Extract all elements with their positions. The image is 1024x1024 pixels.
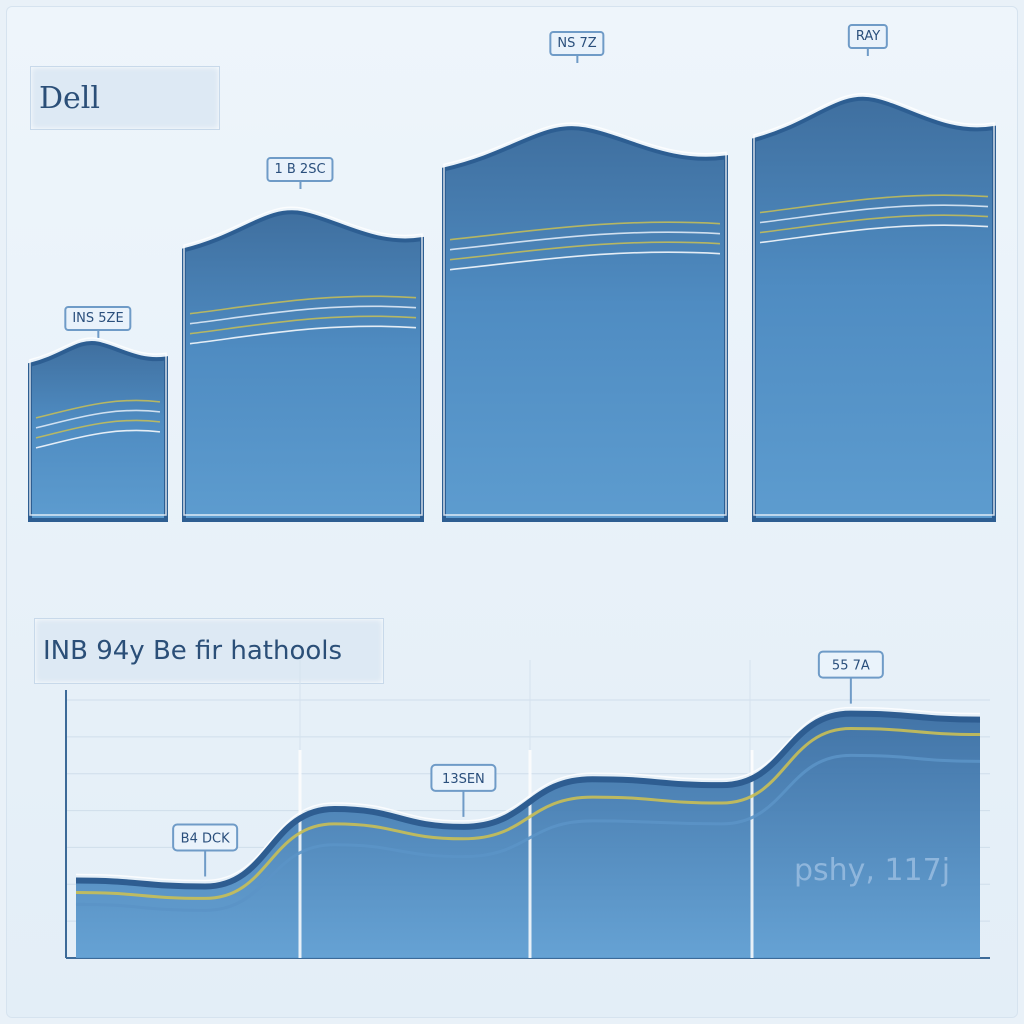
chart-callout-3: 55 7A bbox=[817, 650, 884, 704]
panel-4-callout: RAY bbox=[847, 24, 889, 49]
panel-2-callout: 1 B 2SC bbox=[266, 157, 334, 183]
chart-annotation: pshy, 117j bbox=[794, 853, 950, 888]
panel-3-callout: NS 7Z bbox=[549, 31, 605, 57]
panel-1-callout: INS 5ZE bbox=[64, 305, 132, 331]
series-line-1 bbox=[75, 710, 981, 890]
chart-callout-1: B4 DCK bbox=[172, 823, 239, 877]
chart-callout-2: 13SEN bbox=[430, 763, 497, 817]
series-line-3 bbox=[75, 753, 981, 912]
area-fill bbox=[76, 713, 980, 958]
series-line-2 bbox=[75, 727, 981, 900]
chart-callout-label: B4 DCK bbox=[181, 831, 230, 846]
chart-callout-label: 55 7A bbox=[832, 659, 870, 674]
top-section-title: Dell bbox=[30, 66, 220, 130]
bottom-chart-title: INB 94y Be fir hathools bbox=[34, 618, 384, 684]
chart-callout-label: 13SEN bbox=[442, 772, 485, 787]
